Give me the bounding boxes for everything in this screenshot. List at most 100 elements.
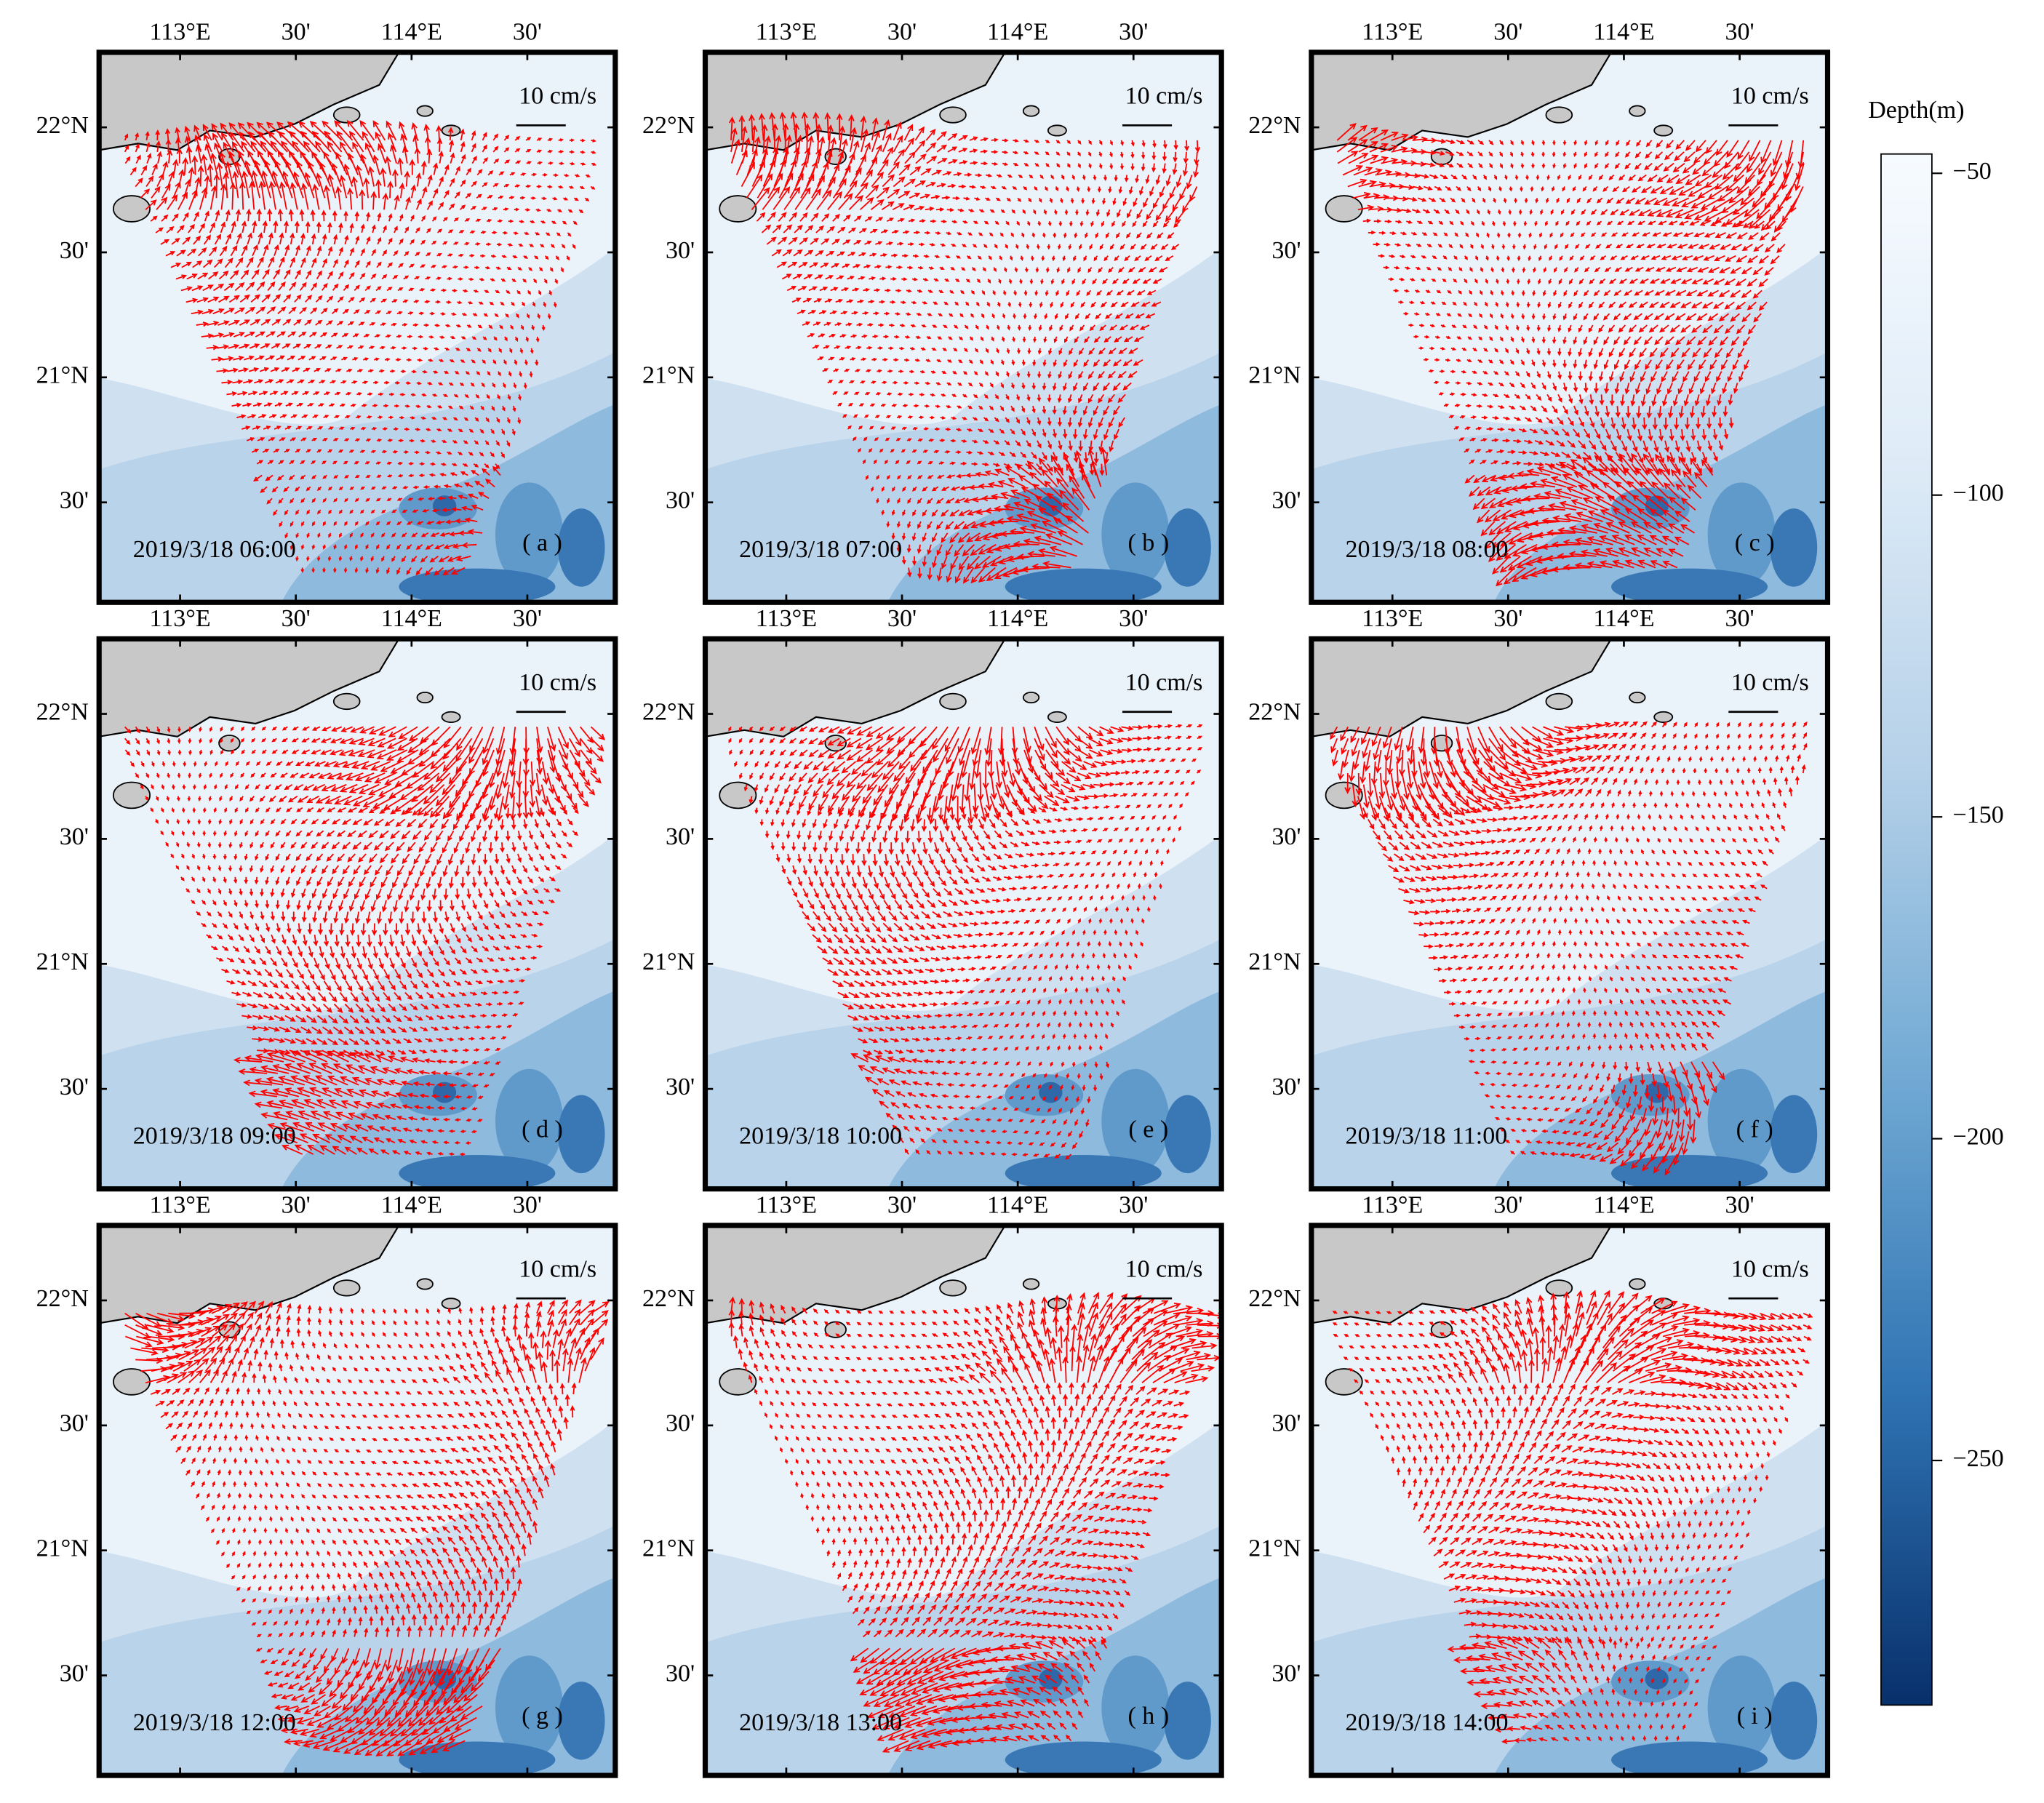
x-tick-label: 30'	[887, 1192, 917, 1219]
depth-basin	[495, 1068, 564, 1174]
y-tick-label: 30'	[666, 237, 695, 264]
y-tick-label: 30'	[666, 823, 695, 850]
land	[99, 52, 400, 151]
island	[332, 106, 361, 124]
colorbar-tick-label: −150	[1953, 801, 2004, 828]
depth-basin	[1770, 1095, 1818, 1174]
y-tick-label: 30'	[1271, 1074, 1301, 1100]
island	[939, 1279, 967, 1297]
colorbar-tick-label: −50	[1953, 158, 1992, 185]
timestamp: 2019/3/18 14:00	[1345, 1709, 1508, 1736]
map-panel	[99, 52, 615, 603]
scale-label: 10 cm/s	[519, 1255, 596, 1282]
timestamp: 2019/3/18 07:00	[739, 536, 902, 563]
y-tick-label: 30'	[1271, 237, 1301, 264]
colorbar-tick-label: −250	[1953, 1445, 2004, 1472]
panel-frame	[1309, 636, 1831, 1192]
land	[99, 1225, 400, 1324]
timestamp: 2019/3/18 10:00	[739, 1123, 902, 1150]
x-tick-label: 113°E	[756, 19, 817, 46]
island	[218, 735, 241, 752]
y-tick-label: 30'	[60, 1660, 89, 1687]
land	[705, 639, 1006, 737]
panel-label: ( a )	[522, 529, 562, 556]
x-tick-label: 30'	[1725, 605, 1754, 632]
x-tick-label: 114°E	[1593, 1192, 1654, 1219]
x-tick-label: 30'	[282, 605, 311, 632]
colorbar-tick-label: −100	[1953, 480, 2004, 507]
y-tick-label: 30'	[1271, 1660, 1301, 1687]
panel-frame	[96, 49, 618, 605]
scale-label: 10 cm/s	[1731, 669, 1809, 696]
y-tick-label: 30'	[1271, 1410, 1301, 1437]
depth-basin	[1770, 508, 1818, 587]
island	[1653, 711, 1674, 723]
panel-frame	[702, 49, 1224, 605]
panel-frame	[702, 636, 1224, 1192]
y-tick-label: 22°N	[1248, 112, 1301, 139]
y-tick-label: 30'	[1271, 823, 1301, 850]
map-panel	[1311, 1225, 1828, 1776]
x-tick-label: 30'	[1493, 1192, 1522, 1219]
land	[1311, 52, 1613, 151]
y-tick-label: 21°N	[36, 948, 89, 975]
map-panel	[705, 639, 1222, 1189]
y-tick-label: 30'	[60, 237, 89, 264]
depth-basin	[1005, 568, 1162, 603]
y-tick-label: 30'	[666, 1660, 695, 1687]
timestamp: 2019/3/18 06:00	[133, 536, 296, 563]
depth-basin	[558, 1682, 605, 1760]
x-tick-label: 113°E	[1362, 1192, 1423, 1219]
map-panel	[1311, 52, 1828, 603]
x-tick-label: 30'	[1725, 1192, 1754, 1219]
map-panel	[99, 639, 615, 1189]
shallow-shelf	[1311, 1225, 1828, 1598]
timestamp: 2019/3/18 08:00	[1345, 536, 1508, 563]
depth-basin	[1611, 1155, 1768, 1189]
map-panel	[99, 1225, 615, 1776]
shallow-shelf	[1311, 639, 1828, 1012]
island	[939, 106, 967, 124]
y-tick-label: 22°N	[36, 698, 89, 725]
depth-basin	[1164, 1095, 1211, 1174]
x-tick-label: 30'	[887, 605, 917, 632]
y-tick-label: 22°N	[1248, 698, 1301, 725]
island	[416, 691, 434, 704]
y-tick-label: 30'	[666, 1410, 695, 1437]
panel-frame	[96, 1223, 618, 1778]
depth-basin	[1101, 1655, 1170, 1760]
y-tick-label: 21°N	[1248, 362, 1301, 389]
x-tick-label: 114°E	[381, 19, 442, 46]
island	[719, 1368, 757, 1396]
y-tick-label: 30'	[666, 1074, 695, 1100]
depth-basin	[1101, 482, 1170, 587]
depth-basin	[1707, 1068, 1776, 1174]
shallow-shelf	[705, 52, 1222, 425]
y-tick-label: 21°N	[1248, 948, 1301, 975]
island	[1629, 105, 1646, 117]
island	[1022, 105, 1040, 117]
island	[416, 105, 434, 117]
island	[719, 781, 757, 809]
panel-frame	[96, 636, 618, 1192]
island	[1022, 1278, 1040, 1290]
depth-basin	[1101, 1068, 1170, 1174]
scale-label: 10 cm/s	[519, 82, 596, 109]
x-tick-label: 114°E	[987, 605, 1048, 632]
island	[1629, 1278, 1646, 1290]
island	[824, 735, 847, 752]
timestamp: 2019/3/18 09:00	[133, 1123, 296, 1150]
depth-basin	[495, 1655, 564, 1760]
panel-label: ( d )	[522, 1116, 563, 1143]
y-tick-label: 22°N	[36, 112, 89, 139]
x-tick-label: 30'	[513, 605, 542, 632]
panel-label: ( h )	[1127, 1703, 1169, 1730]
map-panel	[705, 1225, 1222, 1776]
island	[719, 195, 757, 223]
y-tick-label: 21°N	[642, 948, 695, 975]
colorbar-title: Depth(m)	[1868, 97, 1964, 124]
depth-basin	[1005, 1155, 1162, 1189]
depth-basin	[399, 1741, 556, 1776]
depth-basin	[432, 1082, 457, 1103]
